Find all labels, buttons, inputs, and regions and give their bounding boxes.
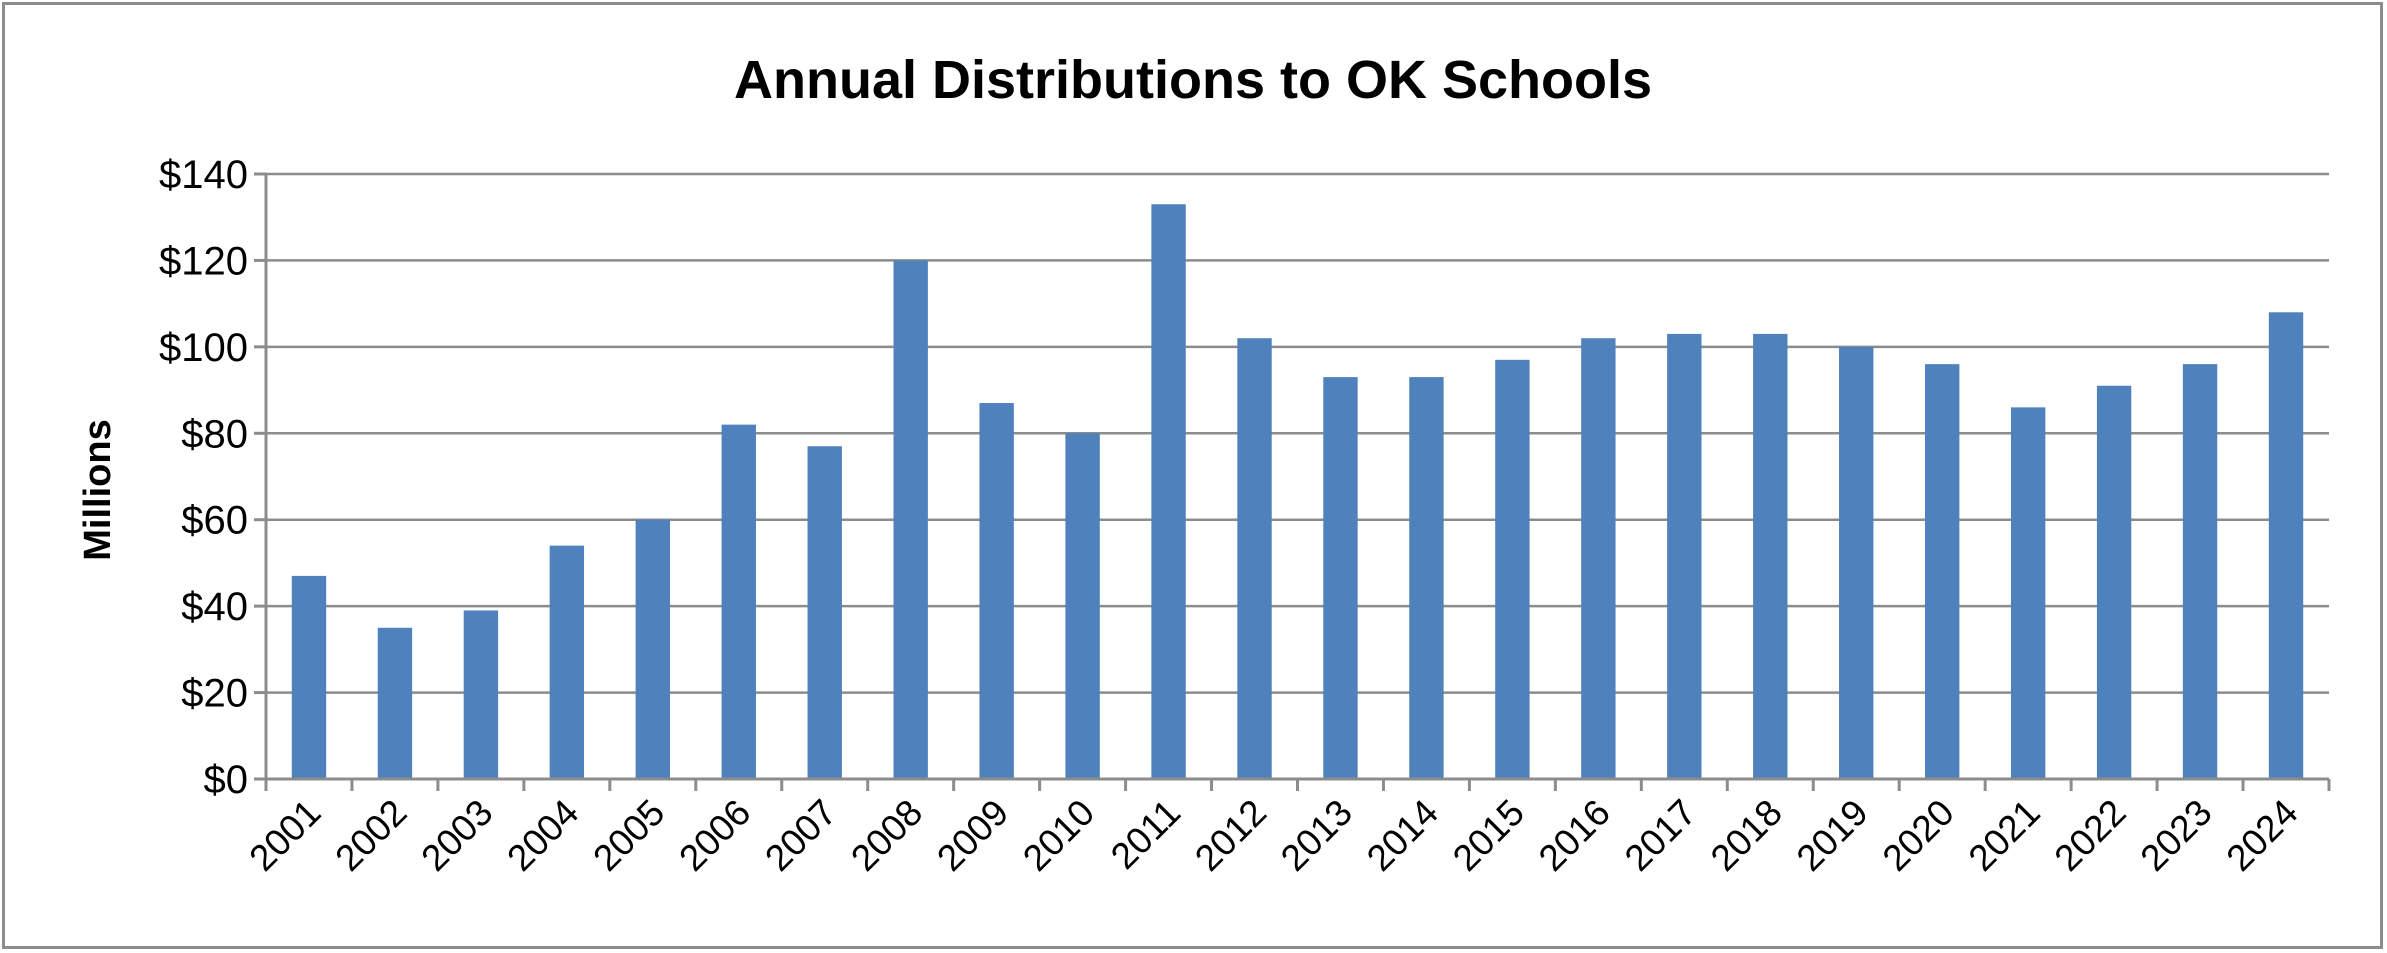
bar-2005 (635, 519, 671, 779)
gridlines (254, 172, 2329, 781)
bar-2009 (979, 403, 1014, 779)
x-tick-label: 2014 (1359, 792, 1446, 879)
bar-2011 (1151, 204, 1186, 779)
y-tick-labels: $0 $20 $40 $60 $80 $100 $120 $140 (159, 153, 248, 802)
bar-2006 (721, 424, 756, 779)
y-tick-label: $60 (181, 499, 248, 543)
x-tick-label: 2006 (671, 792, 758, 879)
y-tick-label: $20 (181, 672, 248, 716)
bar-2023 (2182, 364, 2218, 779)
bar-2015 (1495, 359, 1530, 779)
x-tick-label: 2017 (1617, 792, 1704, 879)
x-tick-label: 2010 (1015, 792, 1102, 879)
x-tick-label: 2012 (1187, 792, 1274, 879)
y-axis-label: Millions (77, 419, 119, 560)
bar-2004 (549, 545, 585, 779)
x-tick-label: 2008 (843, 792, 930, 879)
x-tick-label: 2022 (2047, 792, 2134, 879)
bar-2003 (463, 610, 499, 779)
bar-2019 (1839, 346, 1874, 779)
bar-2002 (377, 627, 413, 779)
bars (291, 204, 2304, 779)
x-tick-label: 2003 (413, 792, 500, 879)
axes (264, 174, 2331, 791)
bar-2012 (1237, 338, 1272, 779)
x-tick-label: 2009 (929, 792, 1016, 879)
x-tick-labels: 2001200220032004200520062007200820092010… (241, 792, 2305, 879)
x-tick-label: 2015 (1445, 792, 1532, 879)
bar-2017 (1667, 333, 1702, 779)
bar-2008 (893, 260, 928, 779)
y-tick-label: $40 (181, 585, 248, 629)
bar-2016 (1581, 338, 1616, 779)
x-tick-label: 2023 (2133, 792, 2220, 879)
bar-2022 (2096, 385, 2132, 779)
x-tick-label: 2002 (327, 792, 414, 879)
y-tick-label: $140 (159, 153, 248, 197)
x-tick-label: 2004 (499, 792, 586, 879)
bar-2007 (807, 446, 842, 779)
x-tick-label: 2018 (1703, 792, 1790, 879)
bar-2021 (2010, 407, 2046, 779)
bar-2014 (1409, 377, 1444, 779)
x-tick-label: 2001 (241, 792, 328, 879)
x-tick-label: 2007 (757, 792, 844, 879)
y-tick-label: $100 (159, 326, 248, 370)
x-tick-label: 2011 (1103, 792, 1188, 877)
y-tick-label: $80 (181, 412, 248, 456)
x-tick-label: 2013 (1273, 792, 1360, 879)
y-tick-label: $120 (159, 239, 248, 283)
chart-title: Annual Distributions to OK Schools (734, 50, 1652, 110)
x-tick-label: 2021 (1961, 792, 2048, 879)
bar-2001 (291, 575, 327, 779)
bar-2010 (1065, 433, 1100, 779)
bar-2020 (1924, 364, 1960, 779)
bar-2018 (1753, 333, 1788, 779)
x-tick-label: 2019 (1789, 792, 1876, 879)
bar-2024 (2268, 312, 2304, 779)
x-tick-label: 2024 (2218, 792, 2305, 879)
x-tick-label: 2020 (1875, 792, 1962, 879)
bar-2013 (1323, 377, 1358, 779)
y-tick-label: $0 (204, 758, 249, 802)
x-tick-label: 2016 (1531, 792, 1618, 879)
x-tick-label: 2005 (585, 792, 672, 879)
